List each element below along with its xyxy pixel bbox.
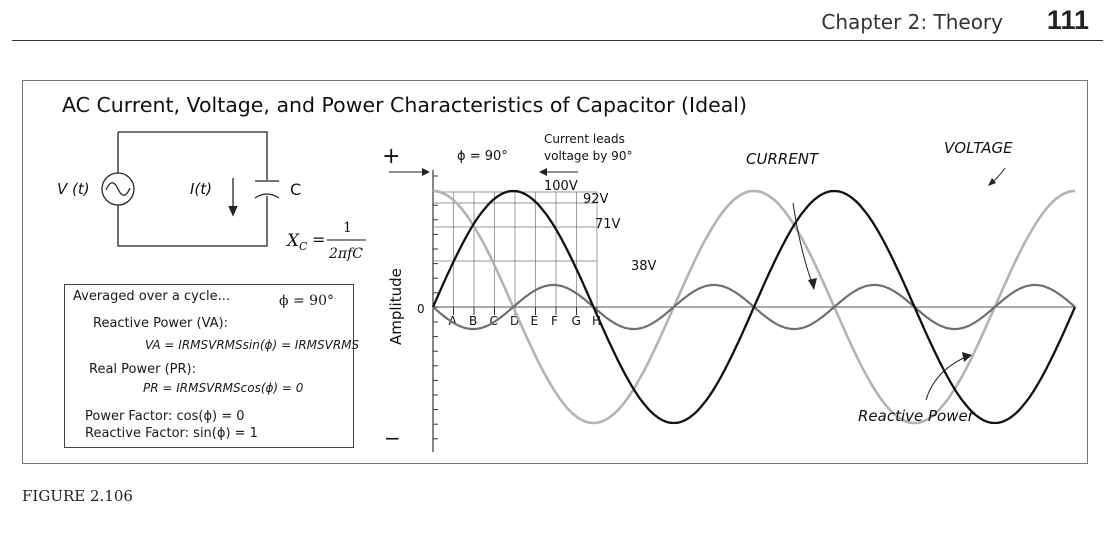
real-power-heading: Real Power (PR): xyxy=(89,362,196,377)
voltage-pointer-head xyxy=(988,178,996,186)
reactance-num: 1 xyxy=(343,220,352,236)
capacitor-plate-bottom xyxy=(254,193,280,199)
voltage-value-label: 71V xyxy=(595,217,621,232)
phase-arrow-left-head xyxy=(422,168,430,176)
figure-caption: FIGURE 2.106 xyxy=(22,487,133,505)
x-marker-label: G xyxy=(572,314,581,328)
x-marker-label: A xyxy=(449,314,458,328)
page-number: 111 xyxy=(1046,5,1089,35)
zero-label: 0 xyxy=(417,302,425,316)
figure-title: AC Current, Voltage, and Power Character… xyxy=(62,93,747,117)
reactance-lhs: X xyxy=(285,231,300,251)
lead-note-line1: Current leads xyxy=(544,132,625,146)
page-header: Chapter 2: Theory 111 xyxy=(0,0,1113,42)
chapter-title: Chapter 2: Theory xyxy=(821,10,1003,34)
voltage-value-label: 38V xyxy=(631,259,657,274)
ac-source-symbol xyxy=(101,172,135,206)
circuit-diagram xyxy=(101,131,280,247)
sine-wave-icon xyxy=(105,182,131,196)
source-label: V (t) xyxy=(57,180,90,198)
current-label: I(t) xyxy=(190,180,212,198)
plus-sign: + xyxy=(382,144,400,169)
power-factor-text: Power Factor: cos(ϕ) = 0 xyxy=(85,409,245,424)
amplitude-label: Amplitude xyxy=(387,268,405,345)
reactance-formula: X C = 1 2πfC xyxy=(285,220,366,262)
x-marker-label: D xyxy=(510,314,519,328)
minus-sign: − xyxy=(384,426,401,450)
current-label: CURRENT xyxy=(746,150,820,168)
current-pointer xyxy=(792,202,814,287)
reactive-power-label: Reactive Power xyxy=(858,407,975,425)
x-marker-label: H xyxy=(592,314,601,328)
reactance-eq: = xyxy=(312,230,325,249)
x-marker-label: F xyxy=(551,314,558,328)
reactance-sub: C xyxy=(299,240,308,253)
figure-frame xyxy=(22,80,1088,464)
voltage-value-label: 100V xyxy=(544,179,578,194)
voltage-wave xyxy=(431,189,1077,425)
circuit-wire xyxy=(117,131,268,247)
averaged-text: Averaged over a cycle... xyxy=(73,289,230,304)
header-rule xyxy=(12,40,1103,41)
capacitor-label: C xyxy=(290,180,301,199)
real-power-formula: PR = IRMSVRMScos(ϕ) = 0 xyxy=(143,381,304,395)
x-marker-label: E xyxy=(531,314,539,328)
reactive-pointer-head xyxy=(962,352,972,362)
reactance-den: 2πfC xyxy=(328,246,363,262)
phi-text: ϕ = 90° xyxy=(279,293,334,309)
reactive-pointer xyxy=(925,355,969,401)
voltage-label: VOLTAGE xyxy=(944,139,1013,157)
summary-box: Averaged over a cycle... ϕ = 90° Reactiv… xyxy=(64,284,359,448)
current-arrow-head xyxy=(228,205,238,217)
phase-label: ϕ = 90° xyxy=(457,149,508,164)
reactive-power-formula: VA = IRMSVRMSsin(ϕ) = IRMSVRMS xyxy=(145,338,360,352)
reactive-power-heading: Reactive Power (VA): xyxy=(93,316,229,331)
lead-note-line2: voltage by 90° xyxy=(544,149,632,163)
current-wave xyxy=(432,189,1076,425)
voltage-value-label: 92V xyxy=(583,192,609,207)
x-marker-label: B xyxy=(469,314,477,328)
current-pointer-head xyxy=(808,278,817,290)
phase-arrow-right-head xyxy=(539,168,547,176)
reactive-factor-text: Reactive Factor: sin(ϕ) = 1 xyxy=(85,426,258,441)
